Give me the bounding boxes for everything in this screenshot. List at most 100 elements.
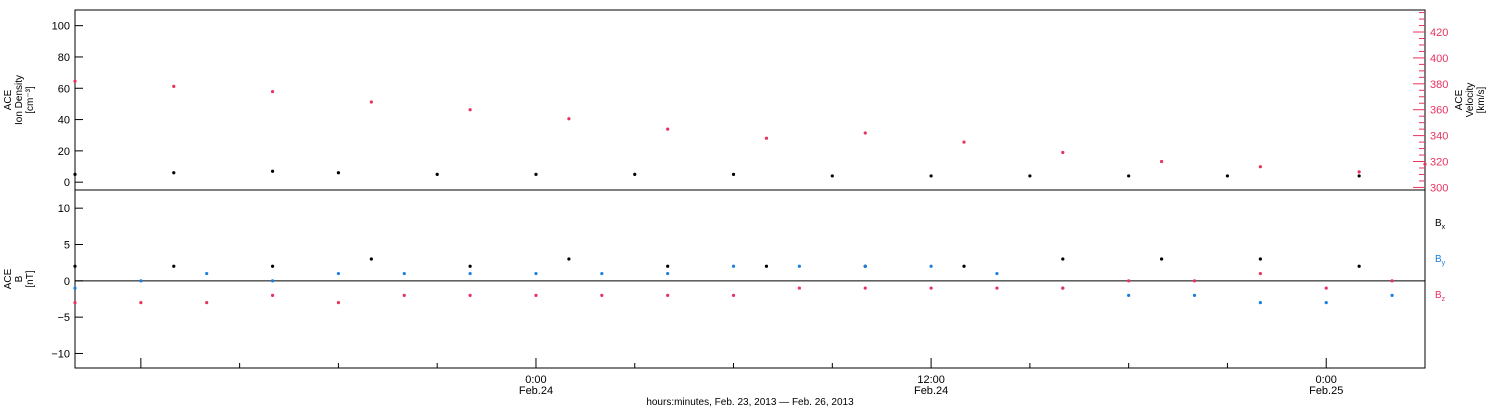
right-axis-title: ACEVelocity[km/s] (1454, 83, 1487, 117)
right-tick-label: 420 (1430, 27, 1448, 39)
data-point (1390, 279, 1394, 283)
y-axis-title-line: Ion Density (14, 75, 25, 125)
data-point (600, 293, 604, 297)
data-point (205, 271, 209, 276)
y-axis-title: ACEIon Density[cm⁻³] (3, 75, 36, 125)
data-point (73, 264, 77, 268)
x-tick-label-date: Feb.24 (914, 385, 948, 397)
data-point (863, 264, 867, 268)
data-point (1357, 264, 1361, 268)
data-point (797, 286, 801, 290)
data-point (1127, 279, 1131, 283)
legend-subscript: x (1442, 224, 1446, 231)
y-tick-label: 0 (64, 177, 70, 189)
data-point (139, 279, 143, 283)
legend-subscript: z (1442, 296, 1446, 303)
data-point (1061, 150, 1065, 155)
data-point (336, 171, 341, 175)
data-point (1324, 301, 1328, 305)
data-point (863, 286, 867, 290)
right-tick-label: 340 (1430, 131, 1448, 143)
data-point (666, 293, 670, 297)
y-axis-title-line: ACE (3, 268, 14, 289)
y-axis-title-line: [cm⁻³] (25, 86, 36, 114)
data-point (1127, 174, 1131, 178)
data-point (468, 264, 472, 268)
legend-label: B (1435, 254, 1442, 265)
data-point (73, 172, 77, 176)
data-point (468, 293, 472, 297)
data-point (633, 172, 637, 176)
legend-subscript: y (1442, 260, 1446, 267)
data-point (1258, 301, 1262, 305)
y-axis-title-line: ACE (3, 89, 14, 110)
data-point (270, 169, 275, 173)
right-axis-title-line: ACE (1454, 89, 1465, 110)
y-axis-title: ACEB[nT] (3, 268, 36, 289)
data-point (731, 293, 736, 297)
data-point (336, 271, 341, 276)
x-tick-label-date: Feb.25 (1309, 385, 1343, 397)
data-point (797, 264, 801, 268)
data-point (172, 264, 176, 268)
data-point (369, 257, 373, 261)
data-point (1324, 286, 1328, 290)
data-point (830, 174, 834, 178)
data-point (435, 172, 439, 176)
right-axis-title-line: Velocity (1465, 83, 1476, 117)
y-tick-label: −5 (57, 312, 70, 324)
data-point (1127, 293, 1131, 297)
data-point (995, 286, 999, 290)
x-axis-title: hours:minutes, Feb. 23, 2013 — Feb. 26, … (646, 397, 854, 408)
x-tick-label-date: Feb.24 (519, 385, 553, 397)
data-point (1192, 293, 1197, 297)
y-tick-label: −10 (51, 348, 70, 360)
data-point (402, 271, 406, 276)
x-tick-label-time: 12:00 (917, 374, 945, 386)
data-point (764, 264, 769, 268)
right-tick-label: 380 (1430, 79, 1448, 91)
data-point (1258, 165, 1262, 169)
data-point (1258, 257, 1262, 261)
data-point (1357, 174, 1361, 178)
data-point (567, 117, 571, 121)
legend-item: By (1435, 254, 1446, 267)
data-point (1159, 159, 1164, 164)
right-tick-label: 320 (1430, 157, 1448, 169)
y-tick-label: 0 (64, 276, 70, 288)
y-tick-label: 80 (58, 52, 70, 64)
data-point (336, 301, 341, 305)
data-point (863, 131, 867, 135)
legend-item: Bz (1435, 290, 1446, 303)
right-tick-label: 400 (1430, 53, 1448, 65)
data-point (1028, 174, 1032, 178)
y-tick-label: 20 (58, 146, 70, 158)
x-axis: hours:minutes, Feb. 23, 2013 — Feb. 26, … (140, 358, 1426, 408)
data-point (1061, 257, 1065, 261)
y-tick-label: 40 (58, 115, 70, 127)
plot-frame (74, 189, 1426, 369)
right-tick-label: 360 (1430, 105, 1448, 117)
y-tick-label: 100 (52, 21, 70, 33)
legend-item: Bx (1435, 218, 1446, 231)
data-point (402, 293, 406, 297)
data-point (731, 172, 736, 176)
data-point (962, 264, 966, 268)
data-point (270, 293, 275, 297)
data-point (73, 301, 77, 305)
data-point (1061, 286, 1065, 290)
data-point (962, 140, 966, 144)
data-point (995, 271, 999, 276)
legend-label: B (1435, 218, 1442, 229)
data-point (270, 264, 275, 268)
y-tick-label: 60 (58, 83, 70, 95)
data-point (666, 264, 670, 268)
data-point (73, 286, 77, 290)
data-point (929, 264, 933, 268)
right-axis-title-line: [km/s] (1476, 86, 1487, 113)
data-point (731, 264, 736, 268)
data-point (567, 257, 571, 261)
data-point (468, 108, 472, 112)
data-point (1423, 162, 1427, 166)
